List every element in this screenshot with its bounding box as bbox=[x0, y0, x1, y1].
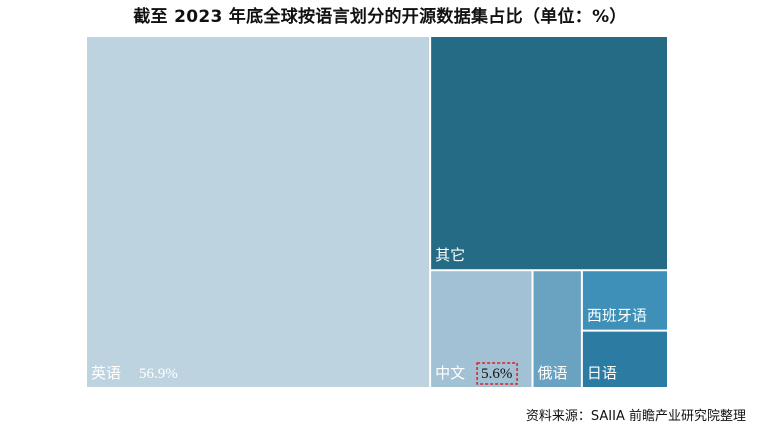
treemap-label-2: 中文 bbox=[435, 364, 465, 382]
source-note: 资料来源：SAIIA 前瞻产业研究院整理 bbox=[525, 409, 746, 424]
highlight-box bbox=[476, 362, 518, 385]
treemap-label-5: 日语 bbox=[587, 364, 617, 382]
treemap-label-3: 俄语 bbox=[538, 364, 568, 382]
treemap-cell-0 bbox=[87, 37, 430, 387]
treemap-value-2: 5.6% bbox=[481, 366, 512, 382]
treemap-cell-3 bbox=[533, 271, 581, 387]
treemap-cell-2 bbox=[431, 271, 532, 387]
treemap-cell-4 bbox=[582, 271, 667, 330]
treemap-cell-1 bbox=[431, 37, 667, 270]
treemap-value-0: 56.9% bbox=[139, 366, 178, 382]
treemap-label-1: 其它 bbox=[435, 246, 465, 264]
treemap-label-0: 英语 bbox=[91, 364, 121, 382]
treemap-label-4: 西班牙语 bbox=[587, 307, 647, 325]
chart-title: 截至 2023 年底全球按语言划分的开源数据集占比（单位：%） bbox=[133, 7, 627, 27]
treemap-cell-5 bbox=[582, 331, 667, 387]
